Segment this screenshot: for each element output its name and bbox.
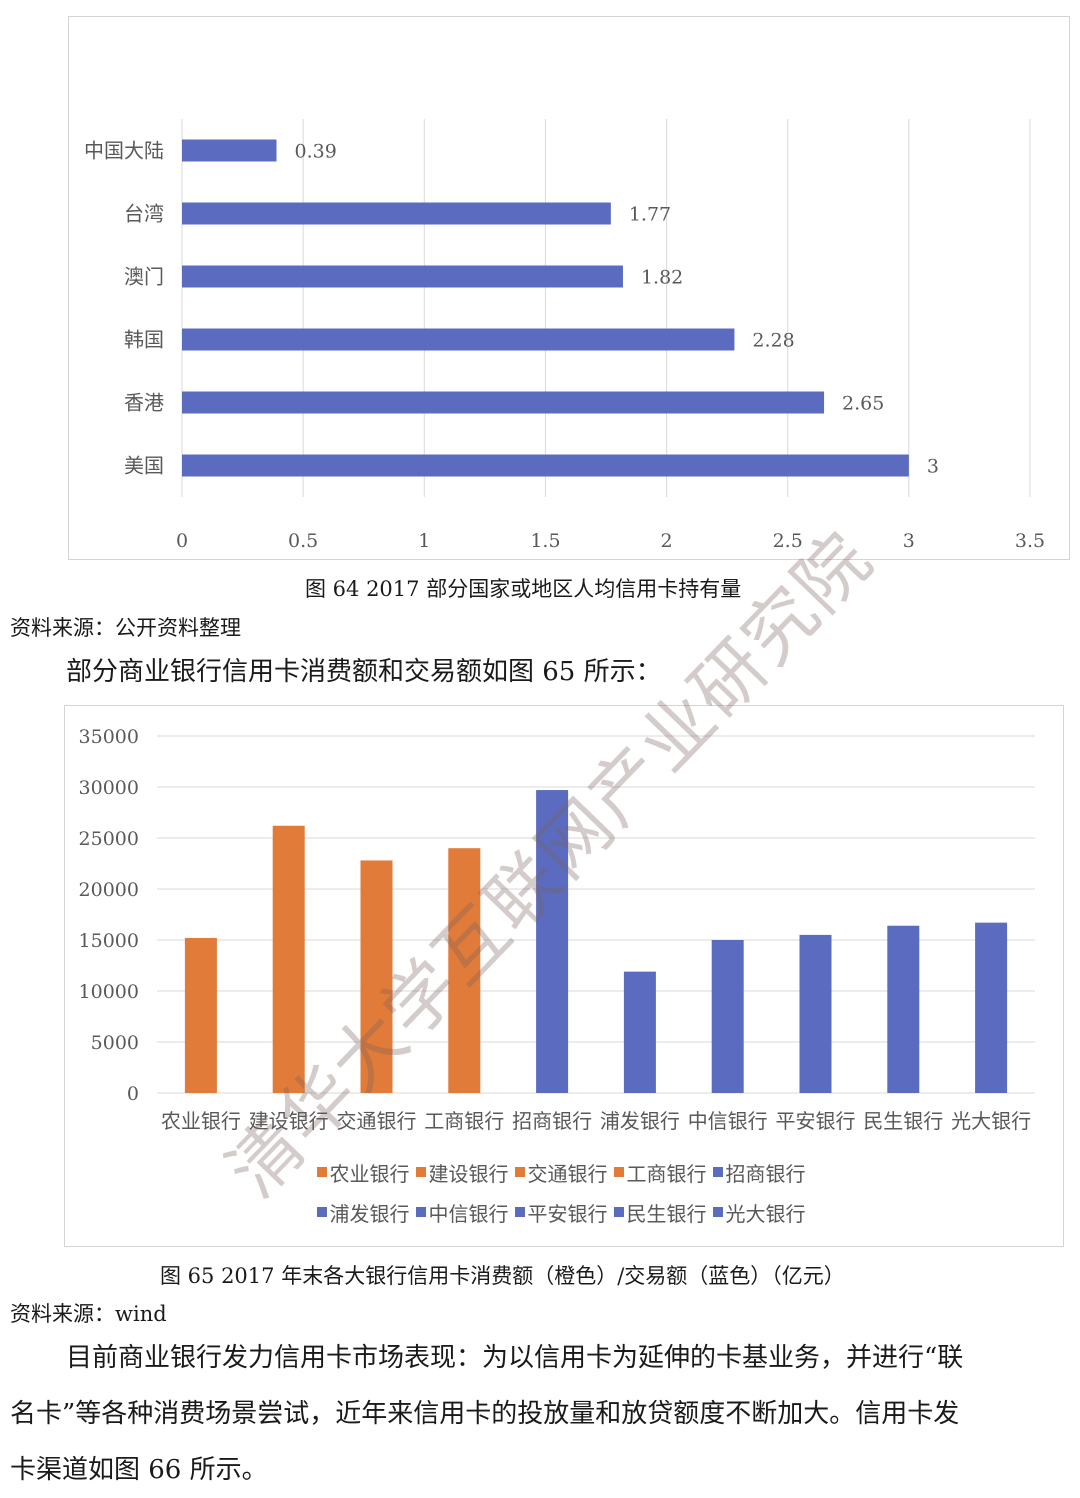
category-label: 光大银行 xyxy=(951,1109,1031,1133)
bar xyxy=(182,391,825,414)
y-tick-label: 0 xyxy=(127,1083,139,1105)
x-tick-label: 1.5 xyxy=(530,530,560,552)
legend-item: 平安银行 xyxy=(514,1198,608,1227)
lead-text: 部分商业银行信用卡消费额和交易额如图 65 所示： xyxy=(66,657,662,687)
category-label: 招商银行 xyxy=(512,1109,592,1133)
category-label: 农业银行 xyxy=(161,1109,241,1133)
figure64-chart: 0 0.5 1 1.5 2 2.5 3 3.5 美国 3 香港 2.65 韩国 2.28 澳门 1.82 台湾 1… xyxy=(68,16,1070,560)
figure64-caption: 图 64 2017 部分国家或地区人均信用卡持有量 xyxy=(305,577,742,601)
y-tick-label: 10000 xyxy=(79,981,139,1003)
data-label: 3 xyxy=(927,456,939,478)
body-paragraph-line-3: 卡渠道如图 66 所示。 xyxy=(10,1455,268,1485)
legend-swatch xyxy=(712,1167,723,1177)
bar xyxy=(536,790,569,1093)
bar xyxy=(887,925,920,1093)
bar xyxy=(182,139,277,162)
data-label: 2.28 xyxy=(752,330,794,352)
category-label: 工商银行 xyxy=(424,1109,504,1133)
x-tick-label: 3.5 xyxy=(1015,530,1045,552)
bar xyxy=(975,922,1008,1093)
category-label: 平安银行 xyxy=(776,1109,856,1133)
legend-swatch xyxy=(316,1207,327,1217)
figure65-svg: 0 5000 10000 15000 20000 25000 30000 35000 农业银行建… xyxy=(79,726,1035,1133)
legend-row-1: 农业银行 建设银行 交通银行 工商银行 招商银行 xyxy=(65,1152,1063,1192)
legend-swatch xyxy=(415,1167,426,1177)
bar xyxy=(448,848,481,1093)
legend-item: 光大银行 xyxy=(712,1198,806,1227)
y-tick-label: 5000 xyxy=(91,1032,139,1054)
legend-item: 工商银行 xyxy=(613,1158,707,1187)
data-label: 0.39 xyxy=(294,141,336,163)
category-label: 浦发银行 xyxy=(600,1109,680,1133)
category-label: 建设银行 xyxy=(249,1109,329,1133)
legend-item: 建设银行 xyxy=(415,1158,509,1187)
data-label: 2.65 xyxy=(842,393,884,415)
category-label: 香港 xyxy=(124,391,164,415)
bar xyxy=(182,454,909,477)
category-label: 中信银行 xyxy=(688,1109,768,1133)
figure64-svg: 0 0.5 1 1.5 2 2.5 3 3.5 美国 3 香港 2.65 韩国 2.28 澳门 1.82 台湾 1… xyxy=(84,119,1045,552)
y-tick-label: 30000 xyxy=(79,777,139,799)
legend-item: 农业银行 xyxy=(316,1158,410,1187)
legend-swatch xyxy=(514,1207,525,1217)
legend-label: 建设银行 xyxy=(428,1161,509,1186)
legend-swatch xyxy=(316,1167,327,1177)
figure65-legend: 农业银行 建设银行 交通银行 工商银行 招商银行 浦发银行 中信银行 平安银行 民生银行 光大银… xyxy=(65,1152,1063,1232)
data-label: 1.82 xyxy=(641,267,683,289)
category-label: 交通银行 xyxy=(337,1109,417,1133)
figure65-source: 资料来源：wind xyxy=(10,1302,167,1326)
legend-item: 浦发银行 xyxy=(316,1198,410,1227)
legend-label: 中信银行 xyxy=(428,1201,509,1226)
y-tick-label: 25000 xyxy=(79,828,139,850)
legend-label: 光大银行 xyxy=(725,1201,806,1226)
bar xyxy=(711,940,744,1093)
category-label: 澳门 xyxy=(124,265,164,289)
legend-swatch xyxy=(514,1167,525,1177)
legend-label: 浦发银行 xyxy=(329,1201,410,1226)
bar xyxy=(184,937,217,1093)
category-label: 韩国 xyxy=(124,328,164,352)
legend-label: 平安银行 xyxy=(527,1201,608,1226)
y-tick-label: 35000 xyxy=(79,726,139,748)
bar xyxy=(360,860,393,1093)
x-tick-label: 0 xyxy=(176,530,188,552)
x-tick-label: 2.5 xyxy=(773,530,803,552)
y-tick-label: 20000 xyxy=(79,879,139,901)
legend-swatch xyxy=(613,1167,624,1177)
bar xyxy=(272,825,305,1093)
x-tick-label: 2 xyxy=(661,530,673,552)
legend-item: 民生银行 xyxy=(613,1198,707,1227)
category-label: 中国大陆 xyxy=(84,139,164,163)
bar xyxy=(182,265,623,288)
legend-item: 招商银行 xyxy=(712,1158,806,1187)
figure65-chart: 0 5000 10000 15000 20000 25000 30000 35000 农业银行建… xyxy=(64,705,1064,1247)
legend-label: 民生银行 xyxy=(626,1201,707,1226)
legend-label: 招商银行 xyxy=(725,1161,806,1186)
legend-row-2: 浦发银行 中信银行 平安银行 民生银行 光大银行 xyxy=(65,1192,1063,1232)
data-label: 1.77 xyxy=(629,204,671,226)
bar xyxy=(182,328,735,351)
category-label: 美国 xyxy=(124,454,164,478)
bar xyxy=(182,202,611,225)
x-tick-label: 1 xyxy=(418,530,430,552)
legend-swatch xyxy=(613,1207,624,1217)
legend-swatch xyxy=(712,1207,723,1217)
x-tick-label: 0.5 xyxy=(288,530,318,552)
bar xyxy=(623,971,656,1093)
figure65-caption: 图 65 2017 年末各大银行信用卡消费额（橙色）/交易额（蓝色）（亿元） xyxy=(160,1264,845,1288)
bar xyxy=(799,934,832,1093)
legend-label: 农业银行 xyxy=(329,1161,410,1186)
category-label: 民生银行 xyxy=(863,1109,943,1133)
legend-swatch xyxy=(415,1207,426,1217)
body-paragraph-line-2: 名卡”等各种消费场景尝试，近年来信用卡的投放量和放贷额度不断加大。信用卡发 xyxy=(10,1399,960,1429)
legend-label: 工商银行 xyxy=(626,1161,707,1186)
x-tick-label: 3 xyxy=(903,530,915,552)
figure64-source: 资料来源：公开资料整理 xyxy=(10,616,241,640)
legend-item: 中信银行 xyxy=(415,1198,509,1227)
category-label: 台湾 xyxy=(124,202,164,226)
body-paragraph-line-1: 目前商业银行发力信用卡市场表现：为以信用卡为延伸的卡基业务，并进行“联 xyxy=(66,1343,964,1373)
y-tick-label: 15000 xyxy=(79,930,139,952)
legend-label: 交通银行 xyxy=(527,1161,608,1186)
legend-item: 交通银行 xyxy=(514,1158,608,1187)
